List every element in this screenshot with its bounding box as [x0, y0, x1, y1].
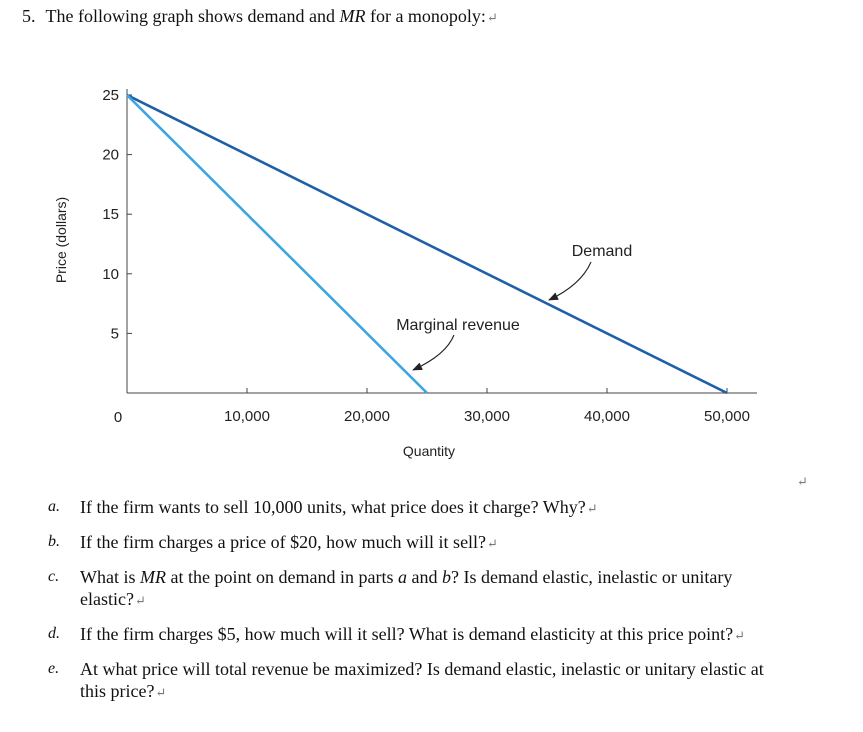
part-letter: b.	[48, 533, 60, 550]
question-part-a: a. If the firm wants to sell 10,000 units…	[48, 496, 788, 520]
x-tick-label: 50,000	[704, 408, 750, 425]
part-letter: d.	[48, 625, 60, 642]
mr-abbreviation: MR	[339, 6, 366, 26]
y-tick-label: 25	[102, 87, 119, 104]
part-text: If the firm charges a price of $20, how …	[80, 532, 487, 552]
monopoly-chart: 5 10 15 20 25 10,000 20,000 30,000 40,000 50,000 0…	[53, 87, 757, 459]
question-part-c: c. What is MR at the point on demand in p…	[48, 566, 788, 612]
demand-line	[126, 93, 728, 395]
question-number: 5.	[22, 6, 36, 26]
y-tick-label: 5	[111, 325, 119, 342]
y-tick-label: 15	[102, 206, 119, 223]
question-parts: a. If the firm wants to sell 10,000 units…	[48, 496, 788, 715]
x-tick-label: 20,000	[344, 408, 390, 425]
marginal-revenue-line	[126, 94, 428, 394]
y-tick-label: 10	[102, 266, 119, 283]
return-mark: ↵	[486, 10, 498, 25]
return-mark: ↵	[134, 593, 146, 608]
y-tick-label: 20	[102, 147, 119, 164]
return-mark: ↵	[155, 685, 167, 700]
y-axis-title: Price (dollars)	[53, 197, 69, 283]
question-heading: 5. The following graph shows demand and M…	[22, 6, 498, 27]
x-axis-title: Quantity	[403, 443, 455, 459]
x-tick-label: 40,000	[584, 408, 630, 425]
return-mark: ↵	[487, 536, 498, 551]
part-text: What is MR at the point on demand in par…	[80, 567, 733, 609]
part-text: At what price will total revenue be maxi…	[80, 659, 764, 701]
question-text-pre: The following graph shows demand and	[45, 6, 335, 26]
question-part-b: b. If the firm charges a price of $20, ho…	[48, 531, 788, 555]
marginal-revenue-arrow	[412, 334, 455, 371]
origin-label: 0	[114, 409, 122, 426]
question-part-e: e. At what price will total revenue be ma…	[48, 658, 788, 704]
return-mark: ↵	[797, 474, 808, 489]
part-text: If the firm charges $5, how much will it…	[80, 624, 734, 644]
x-tick-label: 10,000	[224, 408, 270, 425]
part-letter: c.	[48, 568, 60, 585]
part-text: If the firm wants to sell 10,000 units, …	[80, 497, 586, 517]
x-tick-label: 30,000	[464, 408, 510, 425]
part-letter: e.	[48, 660, 60, 677]
demand-arrow	[548, 261, 592, 301]
return-mark: ↵	[734, 628, 746, 643]
question-part-d: d. If the firm charges $5, how much will …	[48, 623, 788, 647]
question-text-post: for a monopoly:	[369, 6, 486, 26]
return-mark: ↵	[586, 501, 598, 516]
part-letter: a.	[48, 498, 60, 515]
demand-annotation: Demand	[572, 243, 632, 260]
marginal-revenue-annotation: Marginal revenue	[396, 317, 520, 334]
